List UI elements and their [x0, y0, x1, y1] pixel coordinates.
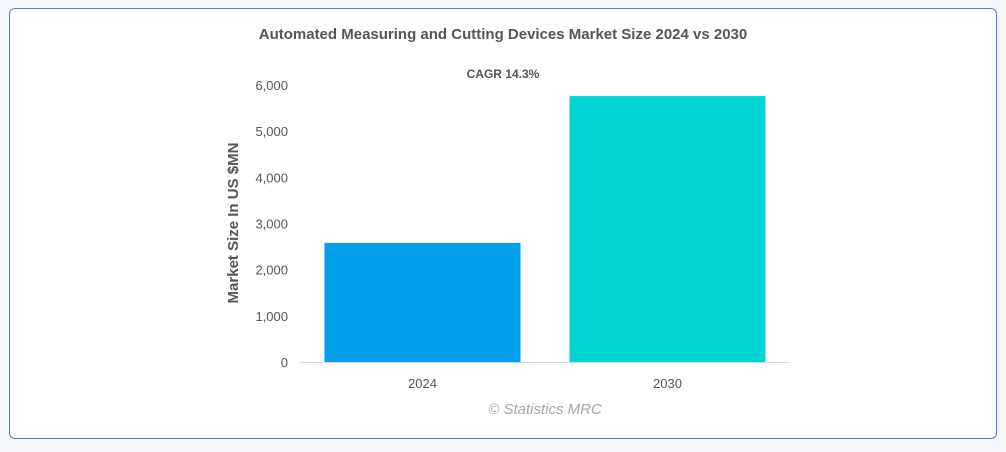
y-tick-label: 4,000 [255, 170, 288, 185]
y-tick-label: 5,000 [255, 124, 288, 139]
y-tick-label: 1,000 [255, 309, 288, 324]
y-axis-label: Market Size In US $MN [225, 143, 242, 304]
chart-subtitle: CAGR 14.3% [466, 67, 540, 81]
y-tick-label: 2,000 [255, 263, 288, 278]
y-tick-label: 6,000 [255, 78, 288, 93]
y-tick-label: 0 [281, 355, 288, 370]
bar-2024 [324, 242, 521, 362]
x-axis-ticks: 2024 2030 [408, 376, 682, 391]
bar-2030 [569, 96, 766, 362]
chart-card [9, 8, 997, 439]
chart-title: Automated Measuring and Cutting Devices … [258, 26, 748, 43]
bars [324, 96, 766, 362]
watermark: © Statistics MRC [488, 401, 602, 418]
x-tick-label: 2024 [408, 376, 437, 391]
y-axis-ticks: 0 1,000 2,000 3,000 4,000 5,000 6,000 [255, 78, 288, 370]
y-tick-label: 3,000 [255, 217, 288, 232]
x-tick-label: 2030 [653, 376, 682, 391]
